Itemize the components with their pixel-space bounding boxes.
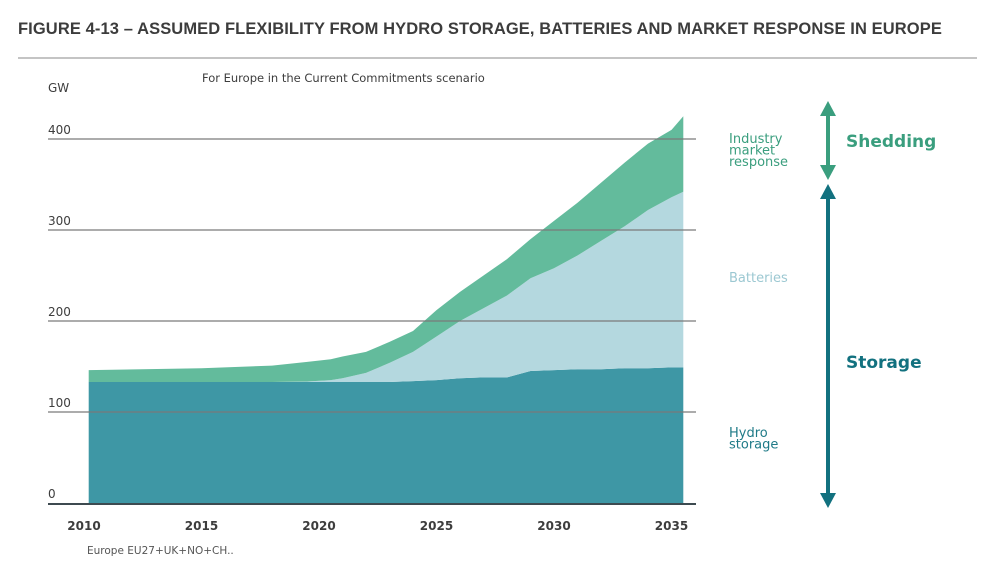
shedding-label: Shedding [846, 132, 936, 152]
shedding-arrow [820, 101, 836, 180]
y-tick-label: 100 [48, 396, 71, 410]
y-tick-labels: 0 100 200 300 400 [48, 123, 71, 501]
x-tick-label: 2010 [67, 519, 100, 533]
y-tick-label: 300 [48, 214, 71, 228]
y-axis-label: GW [48, 81, 69, 95]
y-tick-label: 200 [48, 305, 71, 319]
footnote: Europe EU27+UK+NO+CH.. [87, 545, 234, 557]
chart-subtitle: For Europe in the Current Commitments sc… [202, 71, 485, 85]
x-tick-label: 2030 [537, 519, 570, 533]
legend-label-hydro-storage: Hydro storage [729, 426, 778, 453]
x-tick-label: 2015 [185, 519, 218, 533]
x-tick-label: 2025 [420, 519, 453, 533]
arrow-up-head-icon [820, 184, 836, 199]
y-tick-label: 0 [48, 487, 56, 501]
area-batteries [88, 191, 684, 382]
legend-label-batteries: Batteries [729, 271, 788, 286]
arrow-down-head-icon [820, 165, 836, 180]
storage-arrow [820, 184, 836, 508]
arrow-up-head-icon [820, 101, 836, 116]
title-divider [18, 57, 977, 59]
storage-label: Storage [846, 353, 922, 373]
figure-title: FIGURE 4-13 – ASSUMED FLEXIBILITY FROM H… [18, 20, 942, 38]
legend-label-industry-market-response: Industry market response [729, 132, 788, 170]
x-tick-label: 2035 [655, 519, 688, 533]
area-hydro-storage [88, 367, 684, 503]
gridlines [48, 138, 696, 413]
x-tick-label: 2020 [302, 519, 335, 533]
series-labels: Industry market response Batteries Hydro stor… [729, 132, 788, 453]
area-industry-market-response [88, 116, 684, 383]
arrow-down-head-icon [820, 493, 836, 508]
area-layers [88, 116, 684, 503]
x-tick-labels: 2010 2015 2020 2025 2030 2035 [67, 519, 688, 533]
y-tick-label: 400 [48, 123, 71, 137]
